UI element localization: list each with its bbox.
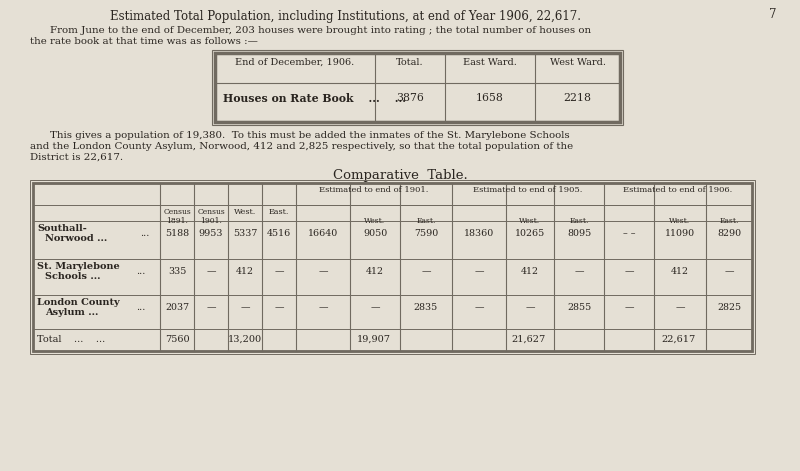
Text: 2037: 2037 — [165, 303, 189, 312]
Text: 21,627: 21,627 — [511, 335, 545, 344]
Text: 16640: 16640 — [308, 229, 338, 238]
Text: Estimated Total Population, including Institutions, at end of Year 1906, 22,617.: Estimated Total Population, including In… — [110, 10, 581, 23]
Text: 10265: 10265 — [515, 229, 545, 238]
Text: —: — — [274, 267, 284, 276]
Text: —: — — [574, 267, 584, 276]
Text: Census
1891.: Census 1891. — [163, 208, 191, 225]
Text: —: — — [206, 303, 216, 312]
Text: West Ward.: West Ward. — [550, 58, 606, 67]
Text: Southall-: Southall- — [37, 224, 86, 233]
Text: —: — — [724, 267, 734, 276]
Text: Asylum ...: Asylum ... — [45, 308, 98, 317]
Text: London County: London County — [37, 298, 120, 307]
Text: 2855: 2855 — [567, 303, 591, 312]
Text: 9050: 9050 — [363, 229, 387, 238]
Text: St. Marylebone: St. Marylebone — [37, 262, 120, 271]
Text: the rate book at that time was as follows :—: the rate book at that time was as follow… — [30, 37, 258, 46]
Text: Census
1901.: Census 1901. — [197, 208, 225, 225]
Text: —: — — [370, 303, 380, 312]
Text: 5188: 5188 — [165, 229, 189, 238]
Text: 3876: 3876 — [396, 93, 424, 103]
Text: West.: West. — [670, 217, 690, 225]
Text: From June to the end of December, 203 houses were brought into rating ; the tota: From June to the end of December, 203 ho… — [50, 26, 591, 35]
Text: 2218: 2218 — [563, 93, 591, 103]
Text: —: — — [318, 303, 328, 312]
Text: Estimated to end of 1905.: Estimated to end of 1905. — [474, 186, 582, 194]
Text: Houses on Rate Book    ...    ...: Houses on Rate Book ... ... — [223, 93, 406, 104]
Text: East.: East. — [719, 217, 738, 225]
Text: —: — — [206, 267, 216, 276]
Text: —: — — [474, 303, 484, 312]
Text: District is 22,617.: District is 22,617. — [30, 153, 123, 162]
Text: 22,617: 22,617 — [661, 335, 695, 344]
Text: ...: ... — [136, 303, 145, 312]
Text: 19,907: 19,907 — [357, 335, 391, 344]
Text: Estimated to end of 1906.: Estimated to end of 1906. — [623, 186, 733, 194]
Text: 8095: 8095 — [567, 229, 591, 238]
Text: 412: 412 — [366, 267, 384, 276]
Text: —: — — [240, 303, 250, 312]
Text: —: — — [318, 267, 328, 276]
Text: Estimated to end of 1901.: Estimated to end of 1901. — [319, 186, 429, 194]
Text: —: — — [422, 267, 430, 276]
Text: This gives a population of 19,380.  To this must be added the inmates of the St.: This gives a population of 19,380. To th… — [50, 131, 570, 140]
Text: Norwood ...: Norwood ... — [45, 234, 107, 243]
Text: 412: 412 — [236, 267, 254, 276]
Text: 7590: 7590 — [414, 229, 438, 238]
Text: —: — — [624, 303, 634, 312]
Text: End of December, 1906.: End of December, 1906. — [235, 58, 354, 67]
Text: – –: – – — [622, 229, 635, 238]
Text: ...: ... — [136, 267, 145, 276]
Text: 412: 412 — [671, 267, 689, 276]
Text: East.: East. — [416, 217, 436, 225]
Text: —: — — [274, 303, 284, 312]
Text: Comparative  Table.: Comparative Table. — [333, 169, 467, 182]
Bar — [33, 183, 752, 351]
Text: East Ward.: East Ward. — [463, 58, 517, 67]
Text: 335: 335 — [168, 267, 186, 276]
Text: Schools ...: Schools ... — [45, 272, 101, 281]
Bar — [30, 180, 755, 354]
Bar — [212, 50, 623, 125]
Text: 7560: 7560 — [165, 335, 190, 344]
Text: 11090: 11090 — [665, 229, 695, 238]
Text: West.: West. — [234, 208, 256, 216]
Text: 13,200: 13,200 — [228, 335, 262, 344]
Text: West.: West. — [365, 217, 386, 225]
Text: 8290: 8290 — [717, 229, 741, 238]
Text: —: — — [624, 267, 634, 276]
Text: 412: 412 — [521, 267, 539, 276]
Text: 5337: 5337 — [233, 229, 257, 238]
Text: —: — — [474, 267, 484, 276]
Text: —: — — [675, 303, 685, 312]
Bar — [215, 53, 620, 122]
Text: 7: 7 — [769, 8, 777, 21]
Text: and the London County Asylum, Norwood, 412 and 2,825 respectively, so that the t: and the London County Asylum, Norwood, 4… — [30, 142, 573, 151]
Text: ...: ... — [140, 229, 149, 238]
Text: —: — — [526, 303, 534, 312]
Text: Total.: Total. — [396, 58, 424, 67]
Text: 2835: 2835 — [414, 303, 438, 312]
Text: 4516: 4516 — [267, 229, 291, 238]
Text: 18360: 18360 — [464, 229, 494, 238]
Text: West.: West. — [519, 217, 541, 225]
Text: East.: East. — [570, 217, 589, 225]
Text: 1658: 1658 — [476, 93, 504, 103]
Text: 2825: 2825 — [717, 303, 741, 312]
Text: East.: East. — [269, 208, 289, 216]
Text: 9953: 9953 — [198, 229, 223, 238]
Text: Total    ...    ...: Total ... ... — [37, 335, 106, 344]
